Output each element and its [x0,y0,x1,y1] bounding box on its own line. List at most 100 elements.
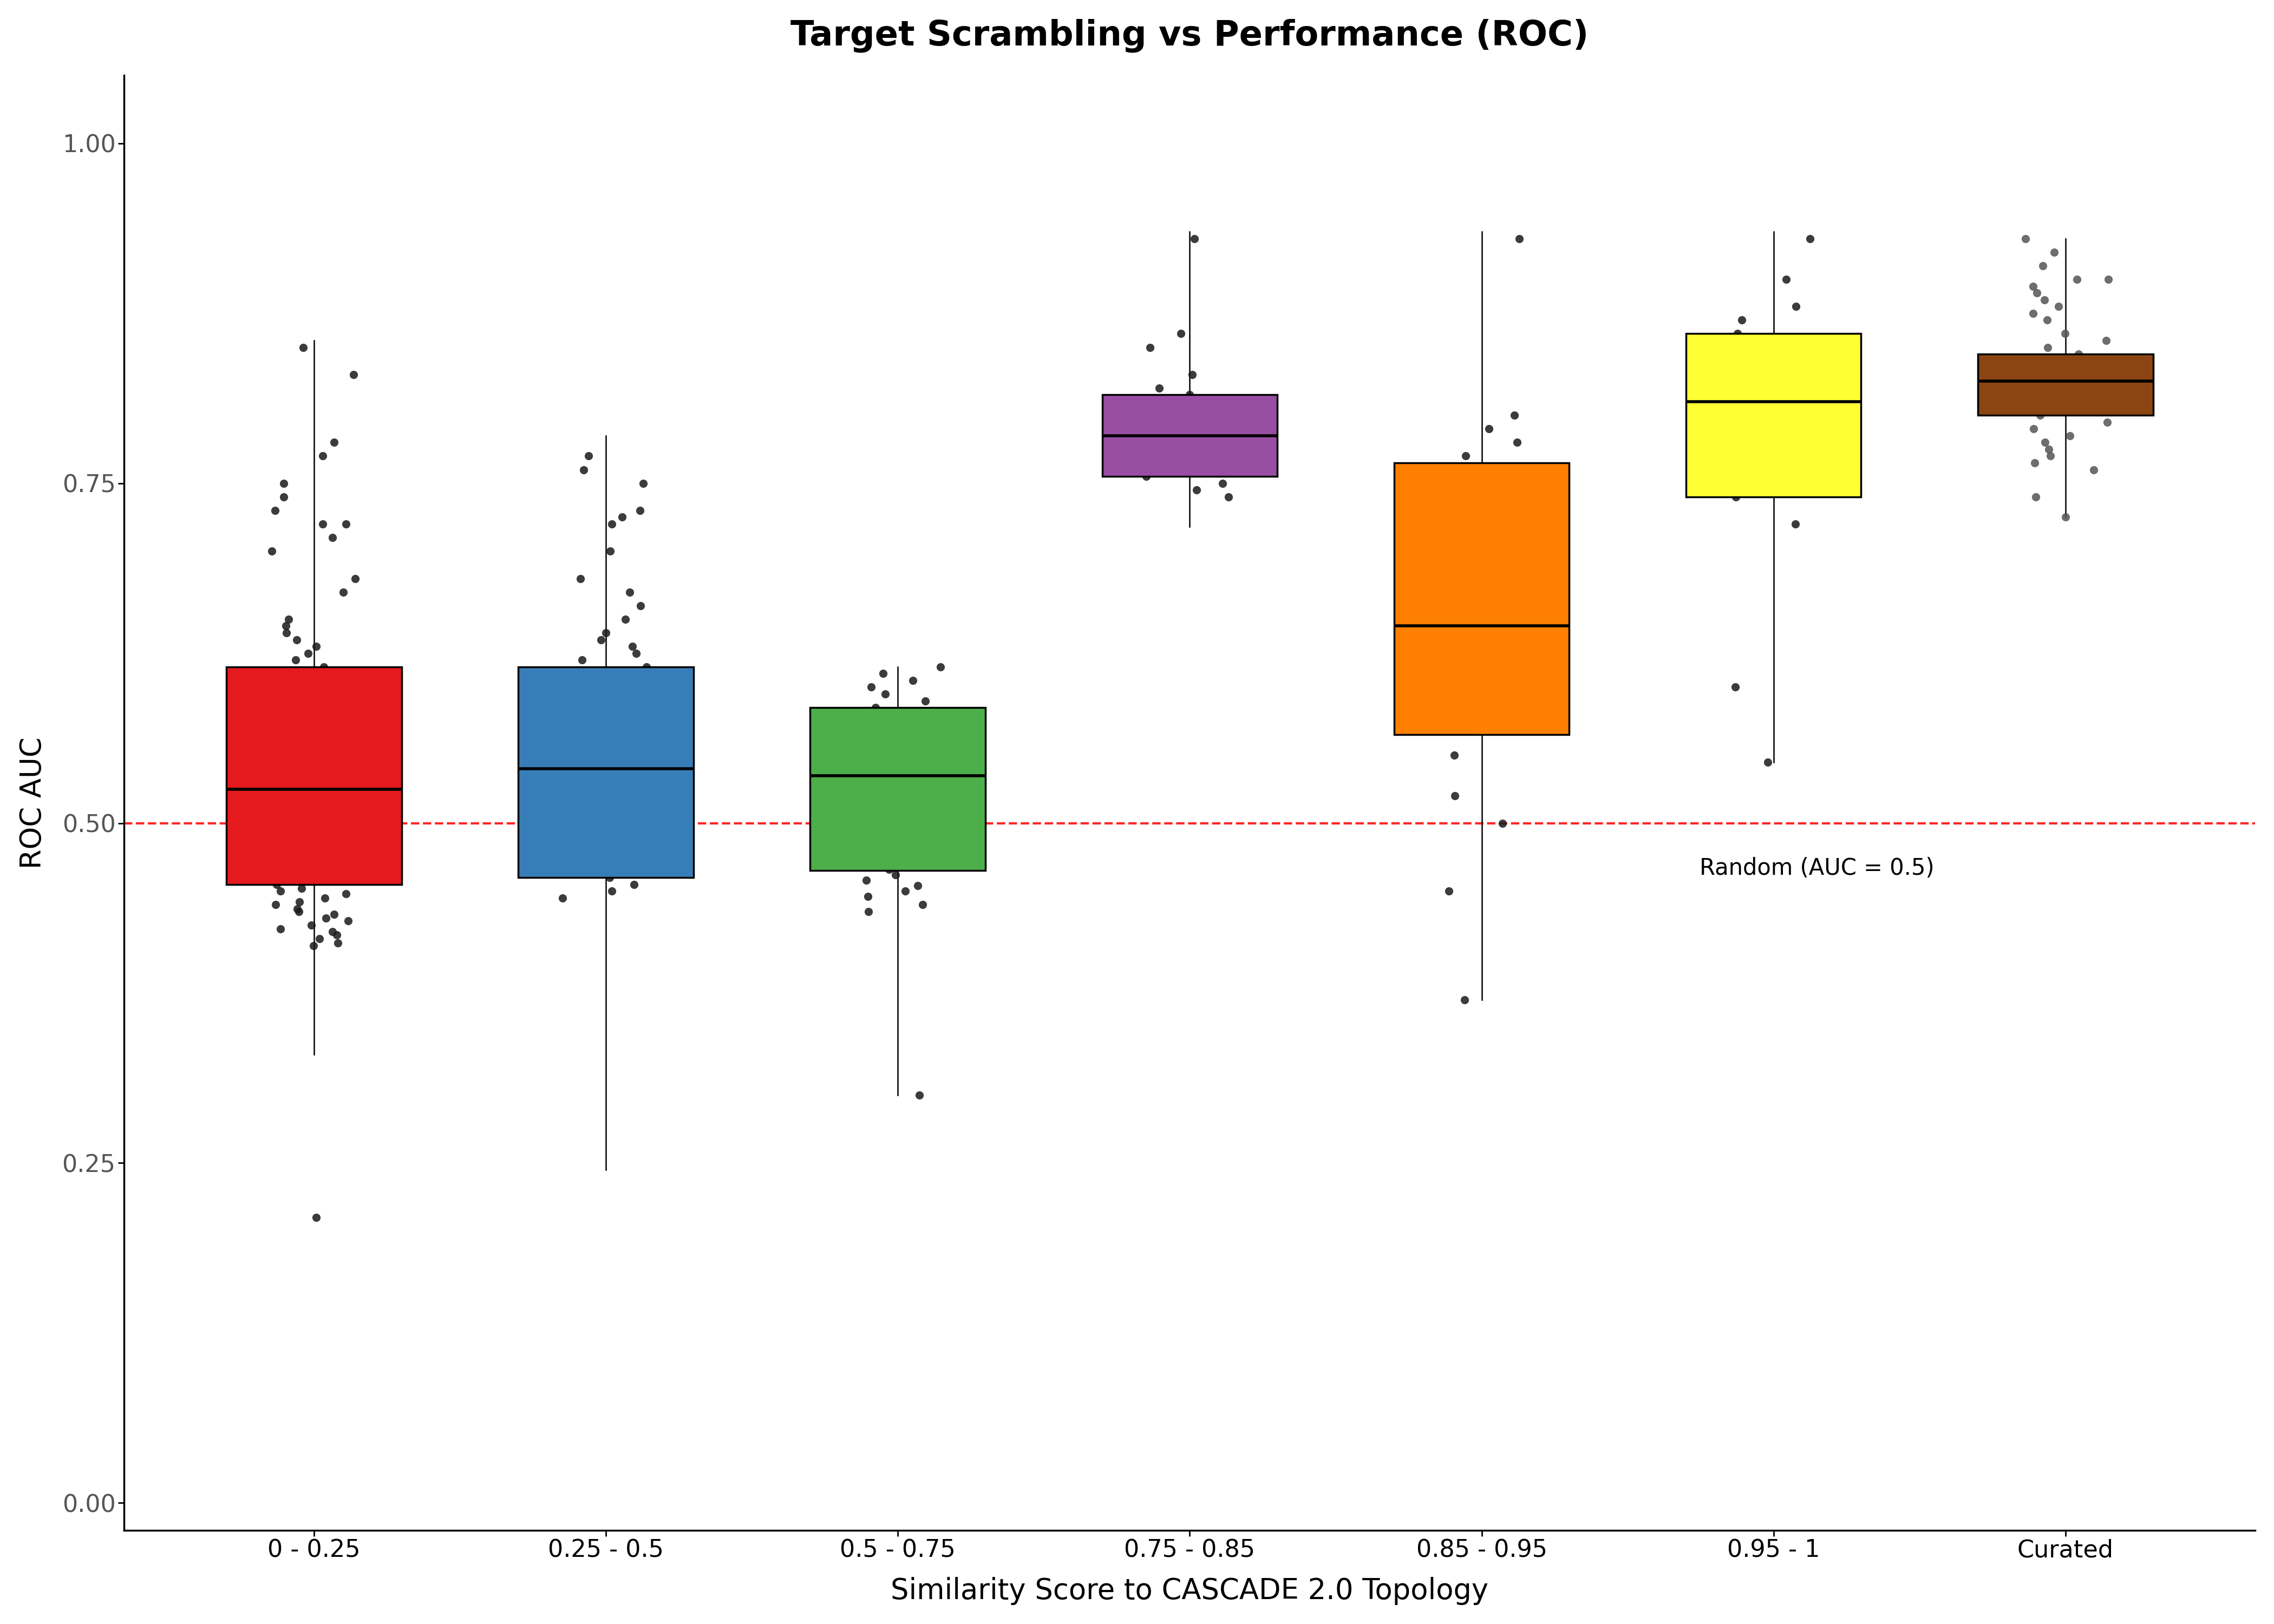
Point [1176,226,1212,252]
Point [2035,239,2072,265]
Point [291,742,327,768]
Point [2076,456,2113,482]
Point [910,726,946,752]
Point [2047,320,2083,346]
Point [323,857,359,883]
Point [1746,362,1783,388]
Point [1128,463,1164,489]
Point [255,754,291,780]
Point [300,771,337,797]
Point [619,770,655,796]
Point [837,786,873,812]
Point [1774,409,1810,435]
Point [257,715,293,741]
Point [901,802,937,828]
Point [275,815,312,841]
Bar [1103,395,1278,476]
Point [1760,341,1796,367]
Point [891,737,928,763]
Point [277,646,314,672]
Point [591,538,628,564]
Point [280,627,316,653]
Point [587,620,623,646]
Point [2017,484,2053,510]
Point [848,867,885,893]
Point [901,807,937,833]
Point [2051,422,2088,448]
Point [923,814,960,840]
Point [568,674,605,700]
Point [575,844,612,870]
Point [2010,369,2047,395]
Point [1446,620,1483,646]
Point [907,689,944,715]
Point [875,702,912,728]
Point [871,710,907,736]
Point [305,443,341,469]
Point [850,898,887,924]
Point [2026,287,2063,313]
Point [912,705,948,731]
Point [1737,396,1774,422]
Point [268,612,305,638]
Point [2028,335,2065,361]
Point [630,783,666,809]
Point [293,913,330,939]
Point [1196,429,1233,455]
Point [885,742,921,768]
Bar [1978,354,2153,416]
Point [839,780,875,806]
Point [616,872,653,898]
Point [321,677,357,703]
Point [259,840,296,866]
Point [2024,253,2060,279]
Point [2090,375,2126,401]
Point [1203,443,1239,469]
Point [1437,783,1474,809]
Point [566,755,603,781]
Point [252,854,289,880]
Point [1167,450,1203,476]
Point [2035,382,2072,408]
Point [866,840,903,866]
Point [575,715,612,741]
Point [864,791,901,817]
Point [325,820,362,846]
Point [1446,987,1483,1013]
Point [1171,382,1207,408]
Point [255,538,291,564]
Point [268,776,305,802]
Point [612,580,648,606]
Point [1167,422,1203,448]
Point [591,864,628,890]
Point [1717,422,1753,448]
Point [1726,450,1762,476]
Point [305,695,341,721]
Point [885,796,921,822]
Point [298,689,334,715]
Point [268,804,305,830]
Point [571,680,607,706]
Point [607,606,644,632]
Point [1719,320,1756,346]
Point [866,680,903,706]
Point [1148,409,1185,435]
Point [291,674,327,700]
Point [296,749,332,775]
Point [853,851,889,877]
Point [1210,484,1246,510]
Point [262,737,298,763]
Point [323,731,359,757]
Point [844,721,880,747]
Point [860,754,896,780]
Point [1132,335,1169,361]
Point [1767,266,1803,292]
Point [316,901,352,927]
Point [2019,369,2056,395]
Point [603,810,639,836]
Point [864,715,901,741]
Point [619,640,655,666]
Bar [227,667,402,885]
Point [596,823,632,849]
Point [262,916,298,942]
